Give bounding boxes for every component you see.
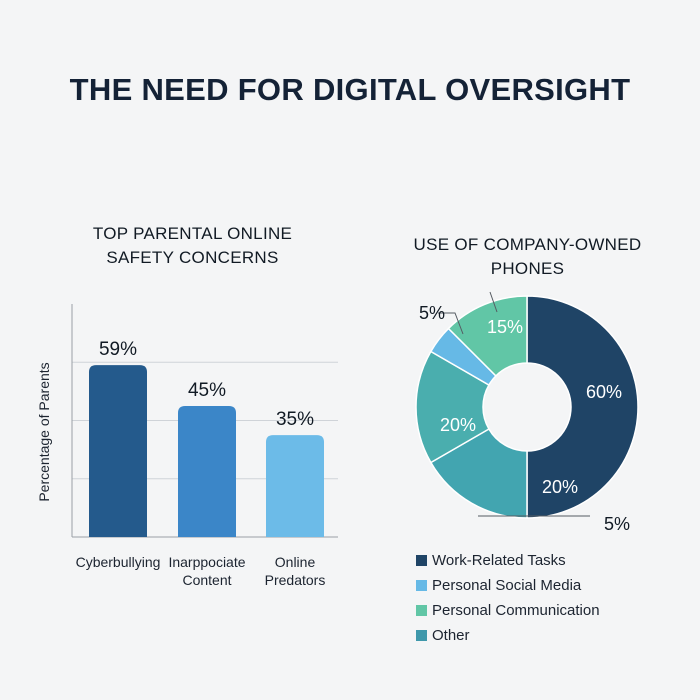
donut-chart-title-line-2: PHONES [490, 259, 565, 278]
legend-item: Personal Social Media [416, 573, 600, 598]
donut-chart-title: USE OF COMPANY-OWNED PHONES [395, 233, 660, 281]
donut-chart-title-line-1: USE OF COMPANY-OWNED [413, 235, 642, 254]
bar-y-axis-label: Percentage of Parents [36, 362, 52, 501]
legend-swatch [416, 555, 427, 566]
donut-slice-label: 20% [440, 415, 476, 435]
donut-slice [429, 427, 528, 519]
bar-category-label: Online [275, 554, 316, 570]
bar-value-label: 45% [188, 380, 226, 401]
callout-line [489, 291, 498, 313]
callout-line [438, 312, 464, 335]
donut-slice [447, 295, 528, 377]
legend-label: Work-Related Tasks [432, 552, 566, 569]
bar [178, 405, 236, 537]
bar-value-label: 35% [276, 409, 314, 430]
legend-item: Other [416, 623, 600, 648]
donut-slice [415, 350, 490, 464]
legend-swatch [416, 605, 427, 616]
bar-category-label: Predators [265, 572, 326, 588]
legend-item: Work-Related Tasks [416, 548, 600, 573]
donut-slice-label: 20% [542, 477, 578, 497]
legend-swatch [416, 630, 427, 641]
legend-label: Personal Communication [432, 602, 600, 619]
bar-value-label: 59% [99, 339, 137, 360]
bar-chart-title: TOP PARENTAL ONLINE SAFETY CONCERNS [60, 222, 325, 270]
bar-category-label: Inarppociate [168, 554, 245, 570]
donut-slice [526, 295, 639, 519]
bar-category-label: Content [182, 572, 231, 588]
page-title: THE NEED FOR DIGITAL OVERSIGHT [69, 72, 631, 107]
bar [266, 435, 324, 537]
donut-slice-label: 15% [487, 317, 523, 337]
donut-extra-label: 5% [604, 514, 630, 534]
donut-legend: Work-Related Tasks Personal Social Media P… [416, 548, 600, 648]
legend-label: Other [432, 627, 470, 644]
bar [89, 365, 147, 537]
legend-item: Personal Communication [416, 598, 600, 623]
bar-chart-title-line-2: SAFETY CONCERNS [106, 248, 279, 267]
legend-swatch [416, 580, 427, 591]
bar-category-label: Cyberbullying [76, 554, 161, 570]
donut-slice-label: 60% [586, 382, 622, 402]
bar-chart-title-line-1: TOP PARENTAL ONLINE [92, 224, 293, 243]
legend-label: Personal Social Media [432, 577, 582, 594]
donut-callout-label: 5% [419, 303, 445, 323]
